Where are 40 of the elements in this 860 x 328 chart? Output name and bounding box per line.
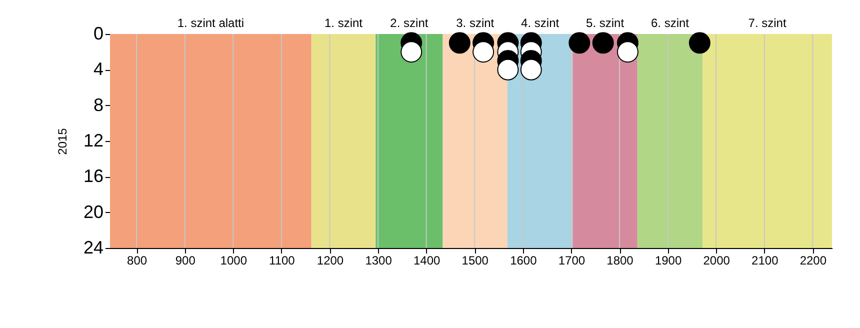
x-tick-label: 1300	[365, 254, 392, 268]
x-tick-label: 1000	[220, 254, 248, 268]
point	[448, 32, 470, 54]
x-tick-label: 2100	[752, 254, 779, 268]
y-tick-label: 20	[83, 202, 104, 222]
point	[688, 32, 710, 54]
band-label: 1. szint	[324, 16, 364, 30]
point	[592, 32, 614, 54]
x-tick-label: 1200	[316, 254, 344, 268]
y-axis-title: 2015	[55, 128, 70, 155]
point	[400, 41, 422, 63]
y-tick-label: 4	[93, 59, 104, 80]
y-tick-label: 0	[93, 24, 104, 44]
band-label: 4. szint	[521, 16, 560, 30]
point	[520, 58, 542, 80]
band-label: 1. szint alatti	[177, 16, 244, 30]
x-tick-label: 1400	[413, 254, 440, 268]
band-label: 2. szint	[390, 16, 429, 30]
point	[497, 58, 519, 80]
band-label: 6. szint	[650, 16, 690, 30]
y-tick-label: 16	[83, 166, 104, 186]
point	[616, 41, 638, 63]
x-tick-label: 1900	[654, 254, 682, 268]
point	[568, 32, 590, 54]
band-label: 3. szint	[456, 16, 495, 30]
x-tick-label: 2200	[800, 254, 827, 268]
band-label: 5. szint	[586, 16, 625, 30]
y-tick-label: 8	[93, 94, 104, 115]
band-label: 7. szint	[748, 16, 787, 30]
x-tick-label: 1500	[462, 254, 489, 268]
y-tick-label: 24	[83, 238, 104, 258]
y-tick-label: 12	[83, 130, 104, 150]
x-tick-label: 2000	[703, 254, 730, 268]
x-tick-label: 1100	[269, 254, 296, 268]
x-tick-label: 800	[127, 254, 148, 268]
x-tick-label: 900	[175, 254, 196, 268]
x-tick-label: 1800	[606, 254, 634, 268]
x-tick-label: 1600	[510, 254, 538, 268]
point	[472, 41, 494, 63]
x-tick-label: 1700	[558, 254, 586, 268]
